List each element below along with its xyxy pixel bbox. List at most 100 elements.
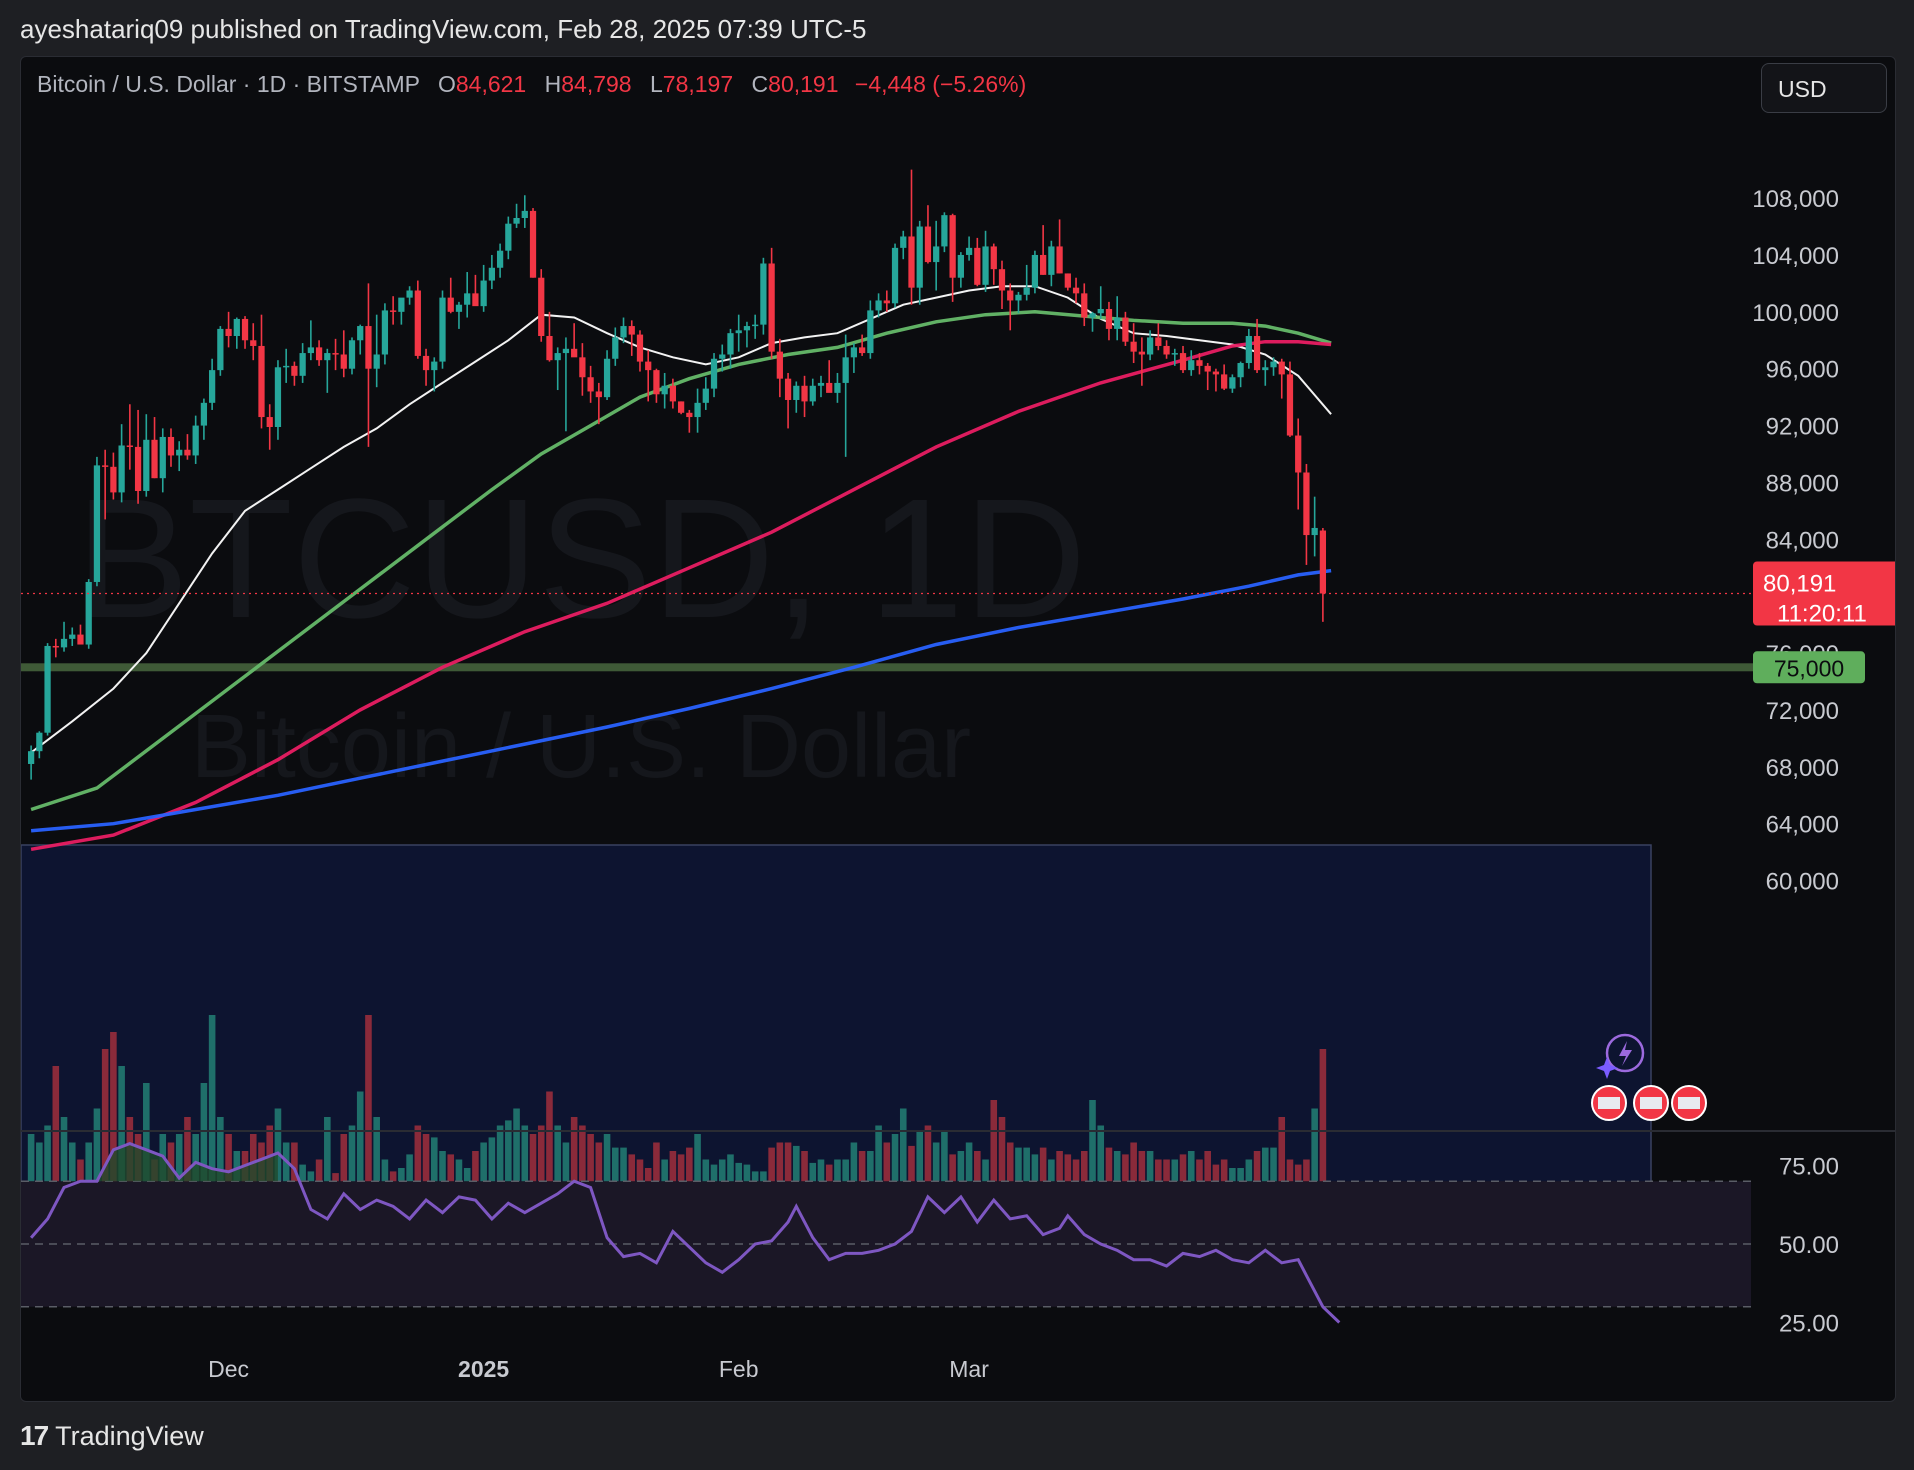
- chart-panel[interactable]: BTCUSD, 1D Bitcoin / U.S. Dollar 60,000 64,…: [20, 56, 1896, 1402]
- candle-body: [217, 328, 224, 371]
- volume-bar: [1278, 1117, 1286, 1185]
- candle-body: [1229, 377, 1236, 389]
- bar-countdown: 11:20:11: [1777, 600, 1867, 627]
- candle-body: [266, 417, 273, 428]
- candle-body: [957, 254, 964, 278]
- time-tick-label: 2025: [458, 1356, 509, 1382]
- candle-body: [1048, 246, 1055, 275]
- level-tag: [1753, 651, 1865, 684]
- candle-body: [924, 226, 932, 263]
- price-tick-label: 72,000: [1766, 698, 1839, 725]
- symbol-title[interactable]: Bitcoin / U.S. Dollar · 1D · BITSTAMP: [37, 71, 420, 97]
- volume-bar: [776, 1142, 784, 1185]
- volume-bar: [718, 1159, 726, 1185]
- change-value: −4,448 (−5.26%): [854, 71, 1027, 97]
- volume-bar: [422, 1134, 430, 1185]
- candle-body: [669, 385, 677, 402]
- candle-body: [900, 236, 907, 248]
- volume-bar: [1023, 1147, 1030, 1185]
- price-tick-label: 68,000: [1766, 755, 1839, 782]
- volume-bar: [1163, 1159, 1170, 1185]
- candle-body: [126, 445, 133, 447]
- volume-bar: [249, 1134, 257, 1185]
- volume-bar: [875, 1125, 882, 1185]
- symbol-legend: Bitcoin / U.S. Dollar · 1D · BITSTAMP O8…: [37, 71, 1026, 98]
- candle-body: [1278, 361, 1285, 375]
- candle-body: [1130, 341, 1137, 352]
- candle-body: [1221, 374, 1228, 389]
- volume-bar: [957, 1151, 965, 1185]
- volume-bar: [1220, 1159, 1228, 1185]
- volume-bar: [628, 1154, 636, 1185]
- candle-body: [587, 377, 594, 392]
- candle-body: [27, 751, 35, 764]
- volume-bar: [1179, 1154, 1187, 1185]
- volume-bar: [101, 1049, 109, 1185]
- open-value: 84,621: [455, 71, 527, 97]
- volume-bar: [1097, 1125, 1105, 1185]
- volume-bar: [603, 1134, 611, 1185]
- volume-bar: [44, 1125, 51, 1185]
- candle-body: [1056, 246, 1063, 274]
- candle-body: [200, 402, 208, 426]
- candle-body: [422, 355, 430, 371]
- candle-body: [603, 358, 611, 398]
- candle-body: [299, 353, 306, 376]
- volume-bar: [192, 1134, 199, 1185]
- volume-bar: [653, 1142, 660, 1185]
- volume-bar: [521, 1125, 529, 1185]
- volume-bar: [932, 1142, 940, 1185]
- candle-body: [151, 439, 158, 479]
- volume-bar: [1039, 1147, 1047, 1185]
- candle-body: [1138, 351, 1145, 355]
- volume-bar: [612, 1147, 619, 1185]
- volume-bar: [118, 1066, 125, 1185]
- candle-body: [1163, 345, 1170, 355]
- volume-bar: [817, 1159, 825, 1185]
- candle-body: [60, 638, 68, 648]
- publish-info: ayeshatariq09 published on TradingView.c…: [20, 14, 867, 44]
- volume-bar: [225, 1134, 232, 1185]
- volume-bar: [850, 1142, 858, 1185]
- volume-bar: [768, 1147, 775, 1185]
- candle-body: [406, 290, 413, 298]
- candle-body: [455, 304, 463, 312]
- candle-body: [159, 436, 166, 479]
- candle-body: [628, 326, 635, 335]
- chart-canvas[interactable]: BTCUSD, 1D Bitcoin / U.S. Dollar 60,000 64,…: [21, 57, 1895, 1401]
- volume-bar: [1056, 1151, 1063, 1185]
- candle-body: [365, 326, 372, 369]
- candle-body: [1237, 363, 1244, 378]
- candle-body: [554, 353, 561, 361]
- candle-body: [1196, 360, 1203, 366]
- candle-body: [1097, 308, 1104, 314]
- volume-bar: [842, 1159, 849, 1185]
- volume-bar: [143, 1083, 150, 1185]
- volume-bar: [801, 1151, 808, 1185]
- volume-bar: [1015, 1147, 1022, 1185]
- volume-bar: [348, 1125, 356, 1185]
- volume-bar: [825, 1164, 833, 1185]
- volume-bar: [1105, 1147, 1113, 1185]
- volume-bar: [167, 1142, 175, 1185]
- volume-bar: [1171, 1159, 1179, 1185]
- tradingview-logo-icon[interactable]: 17: [20, 1420, 49, 1451]
- volume-bar: [579, 1125, 586, 1185]
- candle-body: [1105, 308, 1113, 329]
- volume-bar: [455, 1159, 463, 1185]
- volume-bar: [727, 1154, 734, 1185]
- candle-body: [225, 328, 232, 337]
- candle-body: [776, 351, 783, 379]
- candle-body: [1023, 287, 1030, 295]
- moving-average-line: [30, 310, 1332, 812]
- currency-button[interactable]: USD: [1761, 63, 1887, 113]
- candle-body: [1188, 360, 1195, 371]
- brand-name[interactable]: TradingView: [55, 1420, 204, 1451]
- volume-bar: [463, 1168, 471, 1185]
- candle-body: [1064, 273, 1071, 288]
- volume-bar: [694, 1134, 701, 1185]
- volume-bar: [1138, 1151, 1146, 1185]
- candle-body: [850, 347, 858, 358]
- candle-body: [209, 370, 216, 403]
- candle-body: [447, 297, 454, 312]
